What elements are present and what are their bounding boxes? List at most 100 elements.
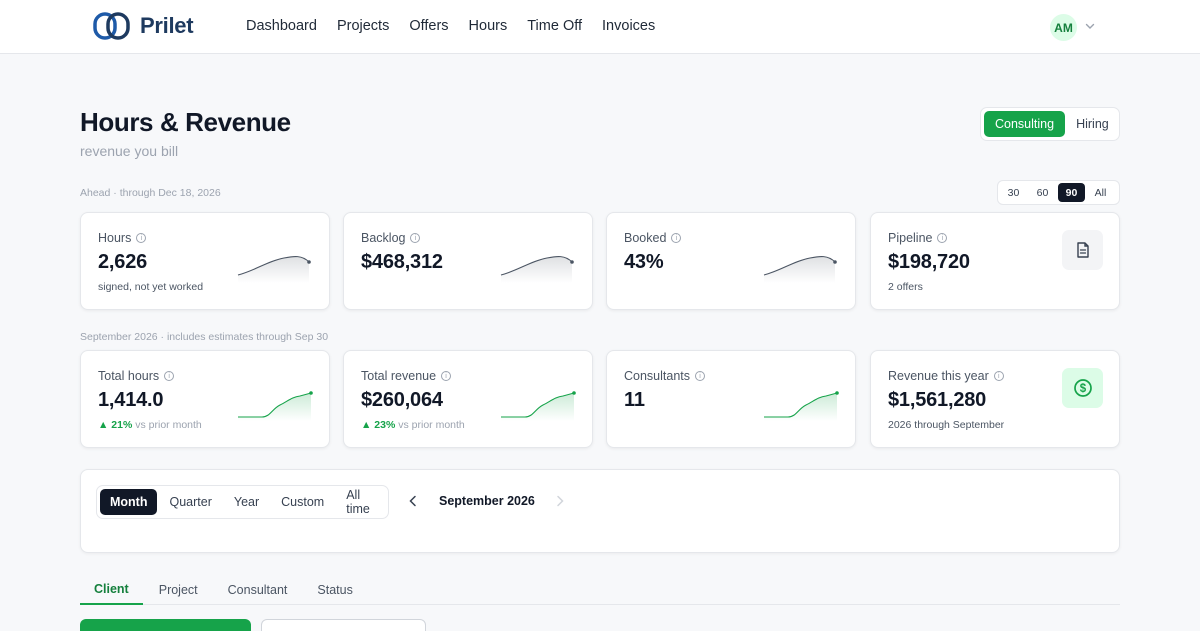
toggle-consulting[interactable]: Consulting: [984, 111, 1066, 137]
mode-toggle: Consulting Hiring: [980, 107, 1120, 141]
metric-label: Revenue this year i: [888, 369, 1004, 383]
metric-label: Booked i: [624, 231, 682, 245]
info-icon[interactable]: i: [441, 371, 452, 381]
metric-card-booked: Booked i 43%: [606, 212, 856, 310]
chevron-down-icon[interactable]: [1084, 20, 1096, 32]
sparkline: [500, 255, 574, 283]
period-tab-all-time[interactable]: All time: [346, 488, 370, 516]
period-tab-quarter[interactable]: Quarter: [169, 495, 212, 509]
svg-text:$: $: [1079, 383, 1086, 395]
metric-trend: ▲ 21% vs prior month: [98, 419, 202, 431]
trend-note: vs prior month: [135, 419, 202, 431]
metric-subtext: 2 offers: [888, 281, 923, 293]
metric-label: Hours i: [98, 231, 147, 245]
metric-label-text: Total revenue: [361, 369, 437, 383]
metric-value: 11: [624, 389, 645, 411]
metric-value: $1,561,280: [888, 389, 987, 411]
metric-label-text: Hours: [98, 231, 132, 245]
trend-value: ▲ 21%: [98, 419, 133, 431]
metric-label-text: Consultants: [624, 369, 691, 383]
sparkline: [237, 255, 311, 283]
nav-item-hours[interactable]: Hours: [468, 18, 508, 34]
range-30[interactable]: 30: [1007, 186, 1020, 199]
info-icon[interactable]: i: [410, 233, 421, 243]
metric-value: $198,720: [888, 251, 970, 273]
info-icon[interactable]: i: [695, 371, 706, 381]
metric-label-text: Pipeline: [888, 231, 933, 245]
info-icon[interactable]: i: [164, 371, 175, 381]
page-title: Hours & Revenue: [80, 107, 291, 137]
metric-card-backlog: Backlog i $468,312: [343, 212, 593, 310]
primary-action-button[interactable]: [80, 619, 251, 631]
sparkline: [238, 391, 313, 421]
period-tab-year[interactable]: Year: [233, 495, 260, 509]
sparkline: [501, 391, 576, 421]
nav-item-time-off[interactable]: Time Off: [527, 18, 583, 34]
metric-label-text: Total hours: [98, 369, 160, 383]
tab-status[interactable]: Status: [317, 582, 353, 597]
info-icon[interactable]: i: [993, 371, 1004, 381]
tab-client[interactable]: Client: [80, 574, 143, 605]
page-subtitle: revenue you bill: [80, 143, 179, 159]
avatar[interactable]: AM: [1050, 14, 1077, 41]
chevron-left-icon[interactable]: [406, 494, 420, 508]
nav-item-dashboard[interactable]: Dashboard: [246, 18, 317, 34]
trend-note: vs prior month: [398, 419, 465, 431]
breakdown-tabs: Client Project Consultant Status: [80, 574, 1120, 605]
nav-item-offers[interactable]: Offers: [409, 18, 449, 34]
nav-item-projects[interactable]: Projects: [336, 18, 390, 34]
trend-value: ▲ 23%: [361, 419, 396, 431]
metric-subtext: signed, not yet worked: [98, 281, 204, 293]
metric-card-total-hours: Total hours i 1,414.0 ▲ 21% vs prior month: [80, 350, 330, 448]
metric-label: Consultants i: [624, 369, 706, 383]
top-navbar: Prilet Dashboard Projects Offers Hours Time …: [0, 0, 1200, 54]
dollar-icon[interactable]: $: [1062, 368, 1103, 408]
logo-icon: [93, 12, 130, 40]
info-icon[interactable]: i: [136, 233, 147, 243]
metric-label: Backlog i: [361, 231, 421, 245]
metric-card-total-revenue: Total revenue i $260,064 ▲ 23% vs prior mon…: [343, 350, 593, 448]
month-section-label: September 2026 · includes estimates thro…: [80, 331, 329, 343]
metric-trend: ▲ 23% vs prior month: [361, 419, 465, 431]
metric-label: Pipeline i: [888, 231, 948, 245]
metric-value: $260,064: [361, 389, 443, 411]
period-tab-custom[interactable]: Custom: [281, 495, 325, 509]
metric-label-text: Booked: [624, 231, 667, 245]
metric-value: 2,626: [98, 251, 148, 273]
metric-label-text: Revenue this year: [888, 369, 989, 383]
nav-links: Dashboard Projects Offers Hours Time Off Invo…: [246, 18, 655, 34]
range-selector: 30 60 90 All: [997, 180, 1120, 205]
info-icon[interactable]: i: [937, 233, 948, 243]
metric-value: 43%: [624, 251, 664, 273]
info-icon[interactable]: i: [671, 233, 682, 243]
logo[interactable]: Prilet: [93, 12, 194, 40]
metric-label: Total revenue i: [361, 369, 452, 383]
range-90[interactable]: 90: [1058, 183, 1085, 202]
range-60[interactable]: 60: [1036, 186, 1049, 199]
metric-card-consultants: Consultants i 11: [606, 350, 856, 448]
tab-consultant[interactable]: Consultant: [227, 582, 288, 597]
sparkline: [764, 391, 839, 421]
chevron-right-icon[interactable]: [553, 494, 567, 508]
metric-label: Total hours i: [98, 369, 175, 383]
metric-value: $468,312: [361, 251, 443, 273]
range-all[interactable]: All: [1094, 186, 1107, 199]
metric-label-text: Backlog: [361, 231, 406, 245]
metric-card-hours: Hours i 2,626 signed, not yet worked: [80, 212, 330, 310]
tab-project[interactable]: Project: [158, 582, 198, 597]
metric-value: 1,414.0: [98, 389, 164, 411]
period-tab-month[interactable]: Month: [100, 489, 158, 515]
brand-name: Prilet: [140, 13, 194, 38]
metric-subtext: 2026 through September: [888, 419, 1005, 431]
secondary-action-button[interactable]: [261, 619, 426, 631]
metric-card-pipeline: Pipeline i $198,720 2 offers: [870, 212, 1120, 310]
current-period: September 2026: [439, 494, 535, 508]
period-tabs: Month Quarter Year Custom All time: [96, 485, 389, 519]
metric-card-revenue-this-year: Revenue this year i $1,561,280 2026 through…: [870, 350, 1120, 448]
ahead-section-label: Ahead · through Dec 18, 2026: [80, 187, 221, 199]
toggle-hiring[interactable]: Hiring: [1076, 117, 1109, 131]
nav-item-invoices[interactable]: Invoices: [602, 18, 656, 34]
sparkline: [763, 255, 837, 283]
document-icon[interactable]: [1062, 230, 1103, 270]
period-filter-panel: Month Quarter Year Custom All time September…: [80, 469, 1120, 553]
